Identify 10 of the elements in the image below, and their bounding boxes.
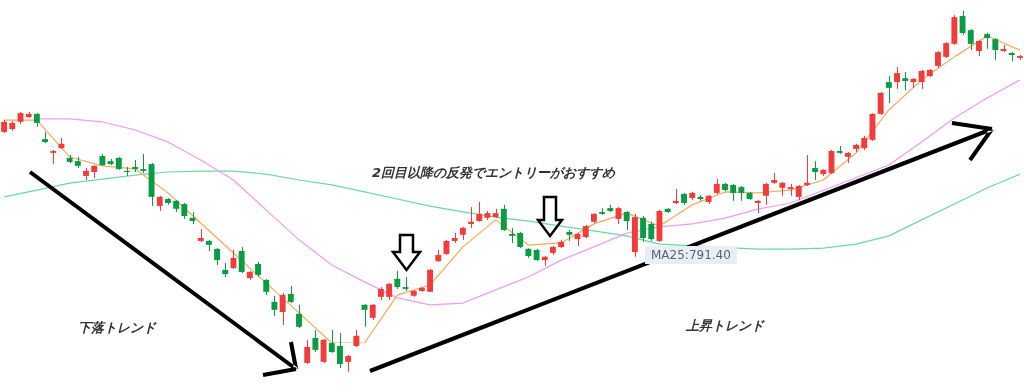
candlestick: [50, 149, 57, 165]
candlestick: [1016, 54, 1023, 61]
candlestick: [140, 153, 147, 174]
candlestick: [509, 227, 515, 244]
annotation: 2回目以降の反発でエントリーがおすすめ: [372, 164, 616, 182]
annotation: 上昇トレンド: [686, 317, 764, 335]
annotation: MA25:791.40: [645, 246, 737, 264]
candlestick: [836, 145, 843, 155]
annotation: 下落トレンド: [78, 319, 156, 337]
candlestick: [599, 207, 606, 216]
